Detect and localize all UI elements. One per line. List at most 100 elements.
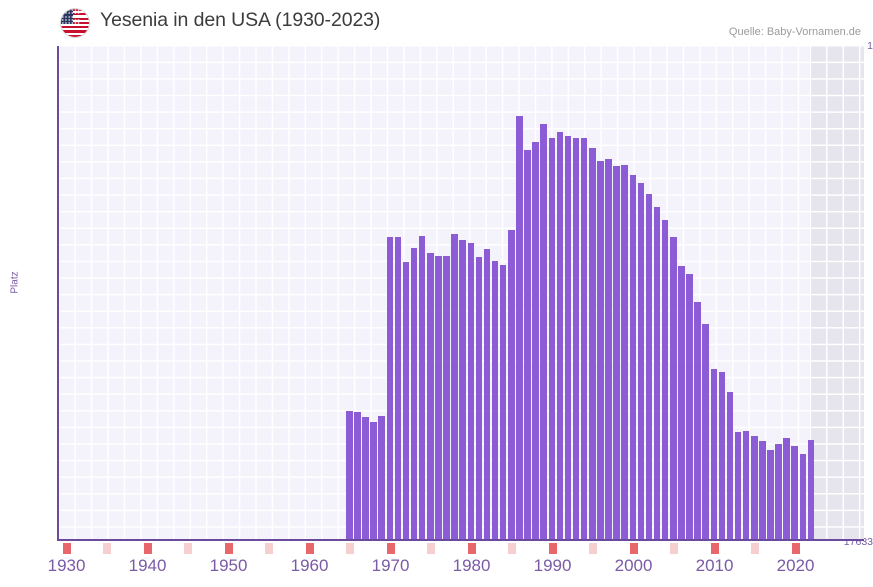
bar-2005 [678,266,685,539]
bar-1991 [564,136,572,539]
bar-2020 [799,454,807,539]
x-tick-mark-1960 [305,543,314,554]
bar-2000 [637,183,645,539]
x-tick-mark-1980 [467,543,476,554]
bar-1981 [483,249,491,539]
x-tick-mark-1970 [386,543,395,554]
bar-1982 [491,261,499,539]
bar-1995 [597,161,604,539]
bar-2010 [718,372,726,539]
x-axis-label-2000: 2000 [614,556,653,575]
x-axis-label-1950: 1950 [209,556,248,575]
x-axis-label-2020: 2020 [776,556,815,575]
bar-2019 [791,446,798,539]
bar-series [59,46,864,539]
bar-1978 [459,240,466,539]
source-attribution: Quelle: Baby-Vornamen.de [728,26,861,38]
bar-2011 [726,392,734,539]
x-tick-mark-1975 [427,543,436,554]
bar-2003 [661,220,669,539]
flag-canton: ★★★★★★ ★★★★★★ ★★★★★★ ★★★★★★ ★★★★★★ [61,8,81,26]
x-tick-mark-1950 [224,543,233,554]
bar-1998 [621,165,628,539]
x-axis-label-1970: 1970 [371,556,410,575]
bar-1967 [370,422,377,539]
bar-2009 [710,369,718,539]
bar-1970 [394,237,402,539]
bar-1979 [467,243,475,539]
bar-2001 [645,194,653,539]
y-axis-top-tick-label: 1 [867,40,873,52]
bar-2018 [783,438,790,539]
x-axis-label-2010: 2010 [695,556,734,575]
bar-2004 [670,237,677,539]
x-tick-mark-1990 [548,543,557,554]
bar-1993 [580,138,588,539]
x-axis-tick-strip [57,543,864,554]
bar-1972 [410,248,418,539]
bar-1987 [532,142,539,539]
x-axis-label-1980: 1980 [452,556,491,575]
bar-2002 [653,207,661,539]
bar-2015 [759,441,766,539]
x-tick-mark-1935 [103,543,112,554]
plot-area [57,46,864,541]
bar-1992 [572,138,580,539]
x-tick-mark-2020 [791,543,800,554]
x-tick-mark-1940 [143,543,152,554]
bar-1971 [402,262,410,539]
bar-1964 [346,411,353,539]
bar-1968 [378,416,385,539]
bar-1989 [548,138,556,539]
bar-1977 [451,234,458,539]
x-axis-label-1960: 1960 [290,556,329,575]
bar-2022 [807,440,815,539]
bar-2006 [686,274,693,539]
x-axis-labels: 1930 1940 1950 1960 1970 1980 1990 2000 2010 2020 [0,556,873,582]
bar-1999 [629,175,637,539]
bar-1980 [475,257,483,539]
bar-1973 [418,236,426,539]
x-tick-mark-1985 [508,543,517,554]
bar-2014 [751,436,758,539]
y-axis-title: Platz [9,271,21,294]
bar-1984 [508,230,515,539]
bar-1969 [386,237,394,539]
x-tick-mark-1965 [346,543,355,554]
bar-1976 [443,256,450,539]
x-tick-mark-2015 [751,543,760,554]
bar-2008 [702,324,709,539]
bar-1997 [613,166,620,539]
x-tick-mark-2010 [710,543,719,554]
bar-1965 [354,412,361,539]
bar-1975 [435,256,442,539]
bar-2012 [734,432,742,539]
x-axis-label-1940: 1940 [128,556,167,575]
bar-1985 [516,116,523,539]
bar-2007 [694,302,701,539]
chart-header: ★★★★★★ ★★★★★★ ★★★★★★ ★★★★★★ ★★★★★★ Yesen… [0,0,873,46]
bar-1996 [605,159,612,539]
x-tick-mark-1995 [589,543,598,554]
x-tick-mark-1955 [265,543,274,554]
chart-title: Yesenia in den USA (1930-2023) [100,9,381,31]
x-tick-mark-1930 [62,543,71,554]
bar-1983 [499,265,507,539]
bar-1994 [589,148,596,539]
x-axis-label-1930: 1930 [47,556,86,575]
us-flag-icon: ★★★★★★ ★★★★★★ ★★★★★★ ★★★★★★ ★★★★★★ [60,8,90,38]
bar-1990 [556,132,564,539]
flag-stripes [61,9,89,37]
x-tick-mark-2005 [670,543,679,554]
bar-2013 [742,431,750,539]
bar-2016 [767,450,774,539]
x-tick-mark-2000 [629,543,638,554]
bar-1966 [362,417,369,539]
bar-1986 [524,150,531,539]
bar-1974 [427,253,434,539]
bar-2017 [775,444,782,539]
x-axis-label-1990: 1990 [533,556,572,575]
bar-1988 [540,124,547,539]
x-tick-mark-1945 [184,543,193,554]
